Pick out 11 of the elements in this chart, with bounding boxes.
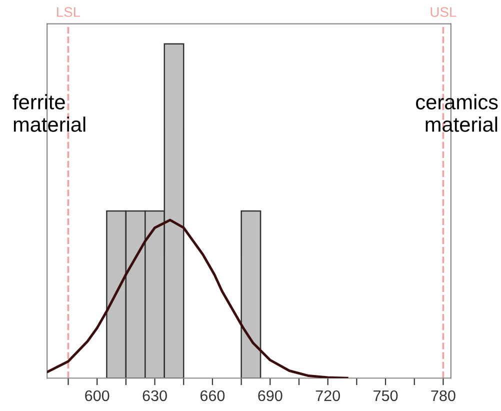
ref-line-label: LSL bbox=[57, 7, 80, 17]
x-tick-label: 660 bbox=[200, 390, 225, 402]
ref-line-label: USL bbox=[430, 7, 456, 17]
x-tick-label: 630 bbox=[142, 390, 167, 402]
x-tick-label: 690 bbox=[258, 390, 282, 402]
x-tick-label: 600 bbox=[85, 390, 110, 402]
x-tick-label: 750 bbox=[374, 390, 398, 402]
annotation: ceramics material bbox=[416, 94, 498, 132]
annotation: ferrite material bbox=[12, 94, 86, 132]
x-tick-label: 720 bbox=[316, 390, 340, 402]
x-tick-label: 780 bbox=[431, 390, 456, 402]
